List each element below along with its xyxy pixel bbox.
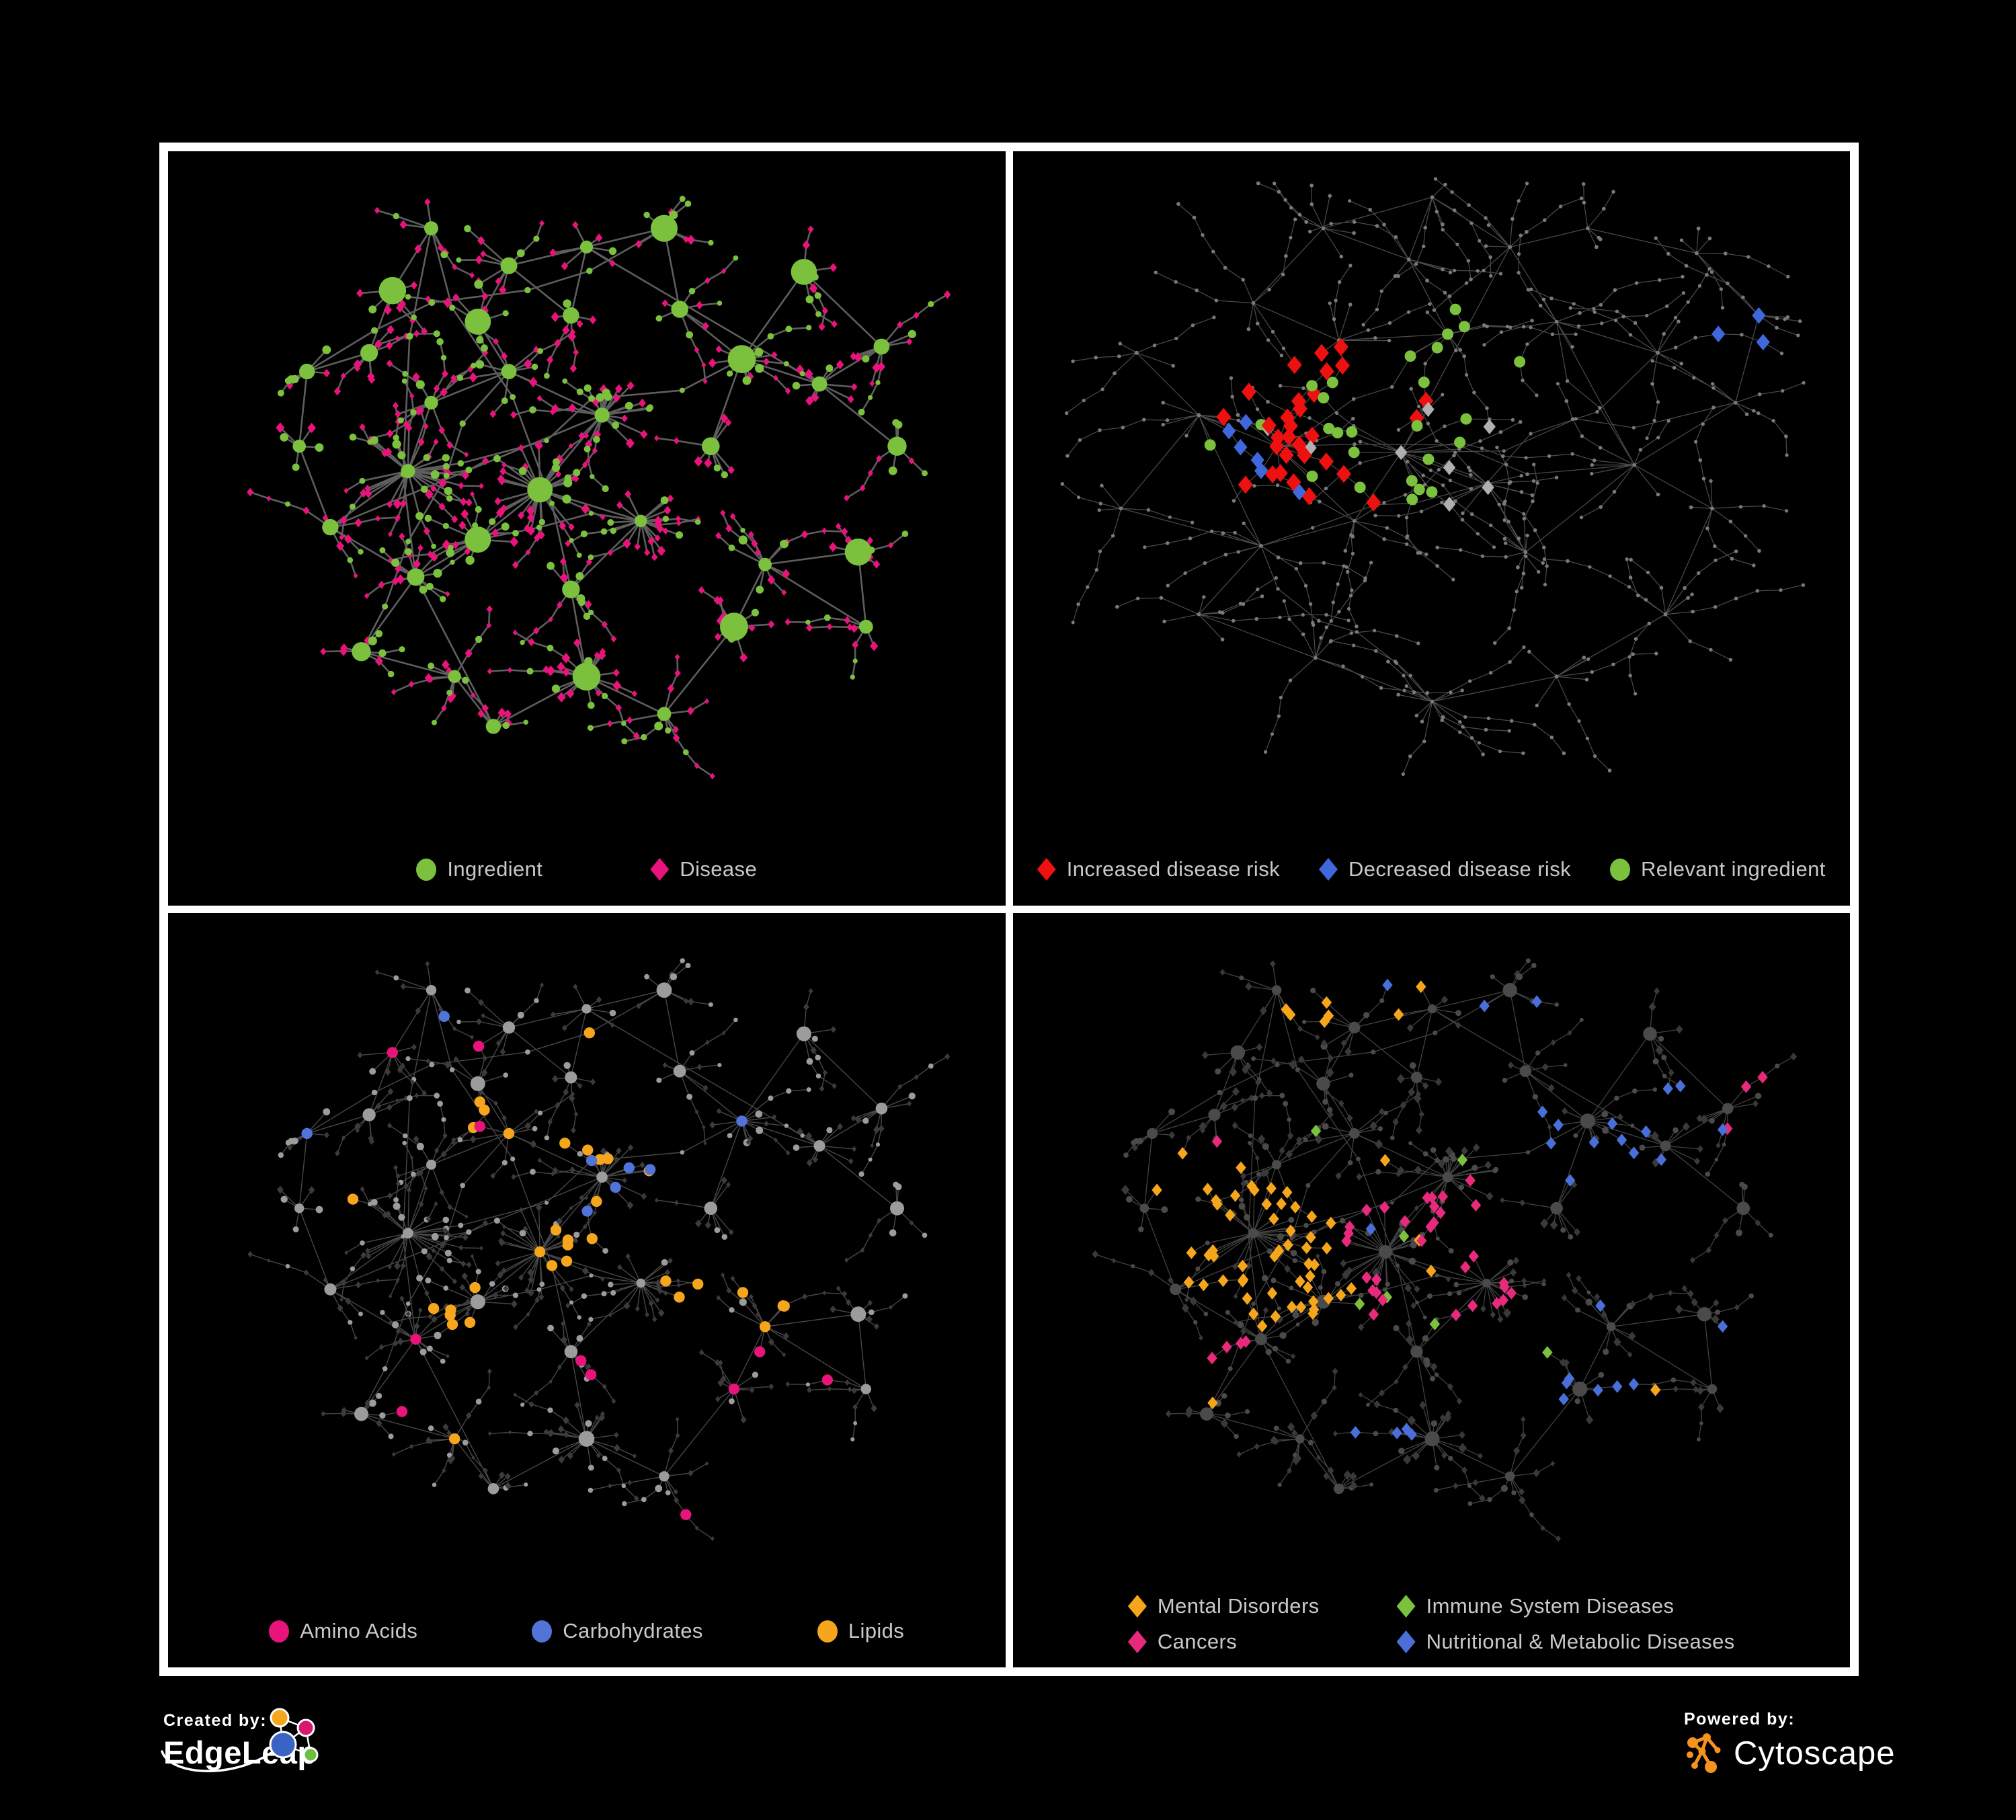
legend-item-disease: Disease (650, 857, 757, 881)
footer-powered-by: Powered by: Cytoscape (1684, 1710, 1896, 1775)
legend-disease-risk: Increased disease risk Decreased disease … (1013, 857, 1851, 881)
legend-label: Increased disease risk (1066, 857, 1280, 881)
panel-ingredient-disease: Ingredient Disease (168, 151, 1006, 906)
network-disease-categories (1092, 958, 1797, 1542)
legend-ingredient-disease: Ingredient Disease (168, 857, 1006, 881)
diamond-marker-icon (1037, 858, 1056, 881)
diamond-marker-icon (650, 858, 670, 881)
legend-item-increased-disease-risk: Increased disease risk (1037, 857, 1280, 881)
legend-item-nutritional-metabolic-diseases: Nutritional & Metabolic Diseases (1396, 1630, 1735, 1654)
figure-frame: Ingredient Disease Increased disease risk… (159, 143, 1859, 1676)
circle-marker-icon (1610, 858, 1631, 881)
legend-item-relevant-ingredient: Relevant ingredient (1610, 857, 1826, 881)
circle-marker-icon (817, 1620, 838, 1643)
legend-label: Decreased disease risk (1348, 857, 1572, 881)
legend-label: Immune System Diseases (1426, 1594, 1675, 1618)
diamond-marker-icon (1127, 1630, 1147, 1653)
legend-label: Carbohydrates (563, 1619, 703, 1643)
legend-item-amino-acids: Amino Acids (269, 1619, 417, 1643)
legend-label: Ingredient (447, 857, 543, 881)
legend-label: Relevant ingredient (1641, 857, 1826, 881)
network-disease-risk (1060, 177, 1806, 777)
panel-disease-risk: Increased disease risk Decreased disease … (1012, 151, 1851, 906)
network-nutrient-groups (247, 958, 951, 1542)
cytoscape-logo-icon (1687, 1733, 1721, 1773)
powered-by-label: Powered by: (1684, 1710, 1796, 1729)
panel-grid: Ingredient Disease Increased disease risk… (168, 151, 1850, 1667)
legend-label: Cancers (1157, 1630, 1238, 1653)
circle-marker-icon (269, 1620, 290, 1643)
diamond-marker-icon (1127, 1595, 1147, 1618)
legend-item-mental-disorders: Mental Disorders (1127, 1594, 1320, 1618)
legend-label: Nutritional & Metabolic Diseases (1426, 1630, 1735, 1653)
legend-label: Amino Acids (300, 1619, 418, 1643)
legend-disease-categories: Mental Disorders Immune System Diseases Ca… (1013, 1594, 1851, 1654)
legend-label: Lipids (848, 1619, 905, 1643)
legend-item-immune-system-diseases: Immune System Diseases (1396, 1594, 1735, 1618)
legend-label: Mental Disorders (1157, 1594, 1320, 1618)
circle-marker-icon (416, 858, 437, 881)
footer-created-by: Created by: EdgeLeap (163, 1711, 317, 1771)
diamond-marker-icon (1396, 1630, 1416, 1653)
legend-label: Disease (680, 857, 758, 881)
created-by-label: Created by: (163, 1711, 268, 1730)
panel-nutrient-groups: Amino Acids Carbohydrates Lipids (168, 913, 1006, 1667)
circle-marker-icon (532, 1620, 553, 1643)
diamond-marker-icon (1319, 858, 1338, 881)
legend-item-lipids: Lipids (817, 1619, 904, 1643)
network-ingredient-disease (247, 196, 951, 780)
cytoscape-wordmark: Cytoscape (1734, 1735, 1896, 1772)
legend-item-carbohydrates: Carbohydrates (532, 1619, 703, 1643)
legend-nutrient-groups: Amino Acids Carbohydrates Lipids (168, 1619, 1006, 1643)
panel-disease-categories: Mental Disorders Immune System Diseases Ca… (1012, 913, 1851, 1667)
legend-item-cancers: Cancers (1127, 1630, 1320, 1654)
edgeleap-logo-icon (161, 1708, 319, 1772)
legend-item-ingredient: Ingredient (416, 857, 542, 881)
legend-item-decreased-disease-risk: Decreased disease risk (1319, 857, 1571, 881)
diamond-marker-icon (1396, 1595, 1416, 1618)
